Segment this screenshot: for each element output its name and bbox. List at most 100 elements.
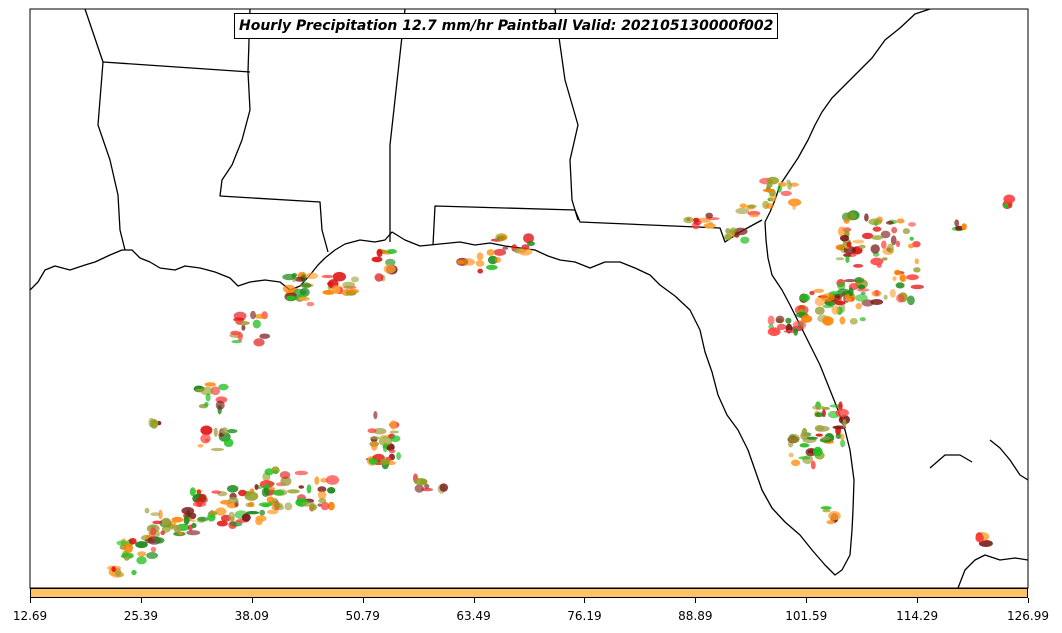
paintball-blob — [909, 236, 914, 241]
paintball-blob — [861, 232, 874, 240]
paintball-blob — [799, 443, 810, 448]
paintball-blob — [198, 493, 207, 501]
paintball-blob — [899, 273, 906, 282]
paintball-blob — [200, 425, 213, 436]
paintball-blob — [135, 541, 148, 549]
paintball-blob — [907, 295, 915, 306]
paintball-blob — [254, 313, 266, 319]
paintball-blob — [272, 489, 285, 496]
paintball-blob — [475, 260, 485, 267]
paintball-blob — [747, 204, 757, 209]
paintball-blob — [273, 470, 278, 474]
colorbar-tick-mark — [473, 598, 475, 603]
paintball-blob — [414, 478, 428, 486]
paintball-blob — [195, 388, 203, 392]
paintball-blob — [298, 485, 305, 489]
paintball-blob — [857, 288, 870, 292]
paintball-blob — [880, 230, 891, 239]
paintball-blob — [849, 318, 858, 325]
paintball-blob — [298, 296, 310, 301]
paintball-blob — [160, 530, 165, 536]
paintball-blob — [228, 511, 236, 522]
map-title: Hourly Precipitation 12.7 mm/hr Paintbal… — [234, 13, 779, 39]
paintball-blob — [890, 235, 897, 246]
paintball-blob — [191, 522, 197, 529]
paintball-blob — [739, 203, 747, 209]
paintball-blob — [762, 188, 775, 193]
paintball-blob — [287, 489, 300, 494]
colorbar-tick-mark — [695, 598, 697, 603]
paintball-blob — [211, 490, 222, 494]
colorbar-tick-label: 76.19 — [567, 609, 602, 623]
paintball-blob — [215, 400, 225, 410]
paintball-blob — [306, 301, 315, 307]
paintball-blob — [914, 258, 919, 265]
paintball-blob — [388, 449, 396, 454]
colorbar-tick-label: 63.49 — [456, 609, 491, 623]
paintball-blob — [788, 433, 800, 444]
paintball-blob — [233, 311, 247, 321]
paintball-blob — [128, 538, 137, 545]
paintball-blob — [305, 272, 318, 280]
paintball-blob — [231, 340, 242, 344]
colorbar-tick-mark — [251, 598, 253, 603]
ms-al-border — [389, 9, 406, 242]
paintball-blob — [838, 401, 843, 412]
paintball-blob — [895, 282, 905, 289]
colorbar-tick-label: 50.79 — [345, 609, 380, 623]
colorbar-tick-label: 101.59 — [785, 609, 828, 623]
paintball-blob — [347, 288, 360, 294]
paintball-blob — [853, 264, 864, 268]
paintball-blob — [859, 317, 866, 322]
paintball-blob — [843, 279, 857, 283]
paintball-blob — [955, 225, 964, 231]
paintball-blob — [858, 244, 866, 249]
paintball-blob — [252, 319, 261, 329]
paintball-blob — [152, 520, 163, 525]
paintball-blob — [840, 234, 849, 242]
paintball-blob — [735, 207, 750, 215]
paintball-blob — [210, 447, 225, 452]
paintball-blob — [775, 315, 785, 324]
al-ga-border — [554, 9, 579, 221]
paintball-blob — [907, 243, 915, 249]
paintball-blob — [894, 269, 901, 276]
paintball-blob — [327, 487, 336, 494]
paintball-blob — [230, 330, 241, 336]
paintball-blob — [238, 489, 247, 497]
paintball-blob — [173, 524, 182, 533]
paintball-blob — [245, 502, 251, 508]
paintball-blob — [835, 257, 845, 261]
paintball-blob — [279, 471, 291, 479]
paintball-blob — [838, 226, 845, 237]
paintball-blob — [124, 556, 130, 561]
paintball-blob — [809, 290, 815, 296]
paintball-blob — [494, 256, 501, 263]
paintball-blob — [698, 217, 712, 223]
paintball-blob — [121, 552, 134, 559]
paintball-blob — [821, 293, 835, 302]
paintball-blob — [476, 252, 484, 261]
paintball-blob — [144, 507, 150, 514]
paintball-blob — [703, 223, 716, 229]
colorbar-tick-label: 38.09 — [234, 609, 269, 623]
paintball-blob — [806, 436, 818, 440]
paintball-blob — [226, 429, 238, 434]
colorbar-tick-label: 126.99 — [1007, 609, 1049, 623]
paintball-blob — [842, 419, 847, 428]
paintball-blob — [161, 517, 171, 526]
paintball-blob — [188, 512, 197, 520]
paintball-blob — [871, 235, 884, 241]
paintball-blob — [373, 411, 378, 420]
paintball-blob — [197, 516, 209, 522]
paintball-blob — [137, 551, 147, 557]
paintball-blob — [874, 289, 880, 297]
paintball-blob — [294, 276, 305, 282]
paintball-blob — [283, 284, 296, 294]
map-background — [29, 8, 1029, 589]
paintball-blob — [273, 502, 284, 508]
paintball-blob — [767, 327, 781, 337]
paintball-blob — [832, 425, 847, 430]
paintball-blob — [837, 281, 846, 290]
paintball-blob — [200, 433, 211, 444]
